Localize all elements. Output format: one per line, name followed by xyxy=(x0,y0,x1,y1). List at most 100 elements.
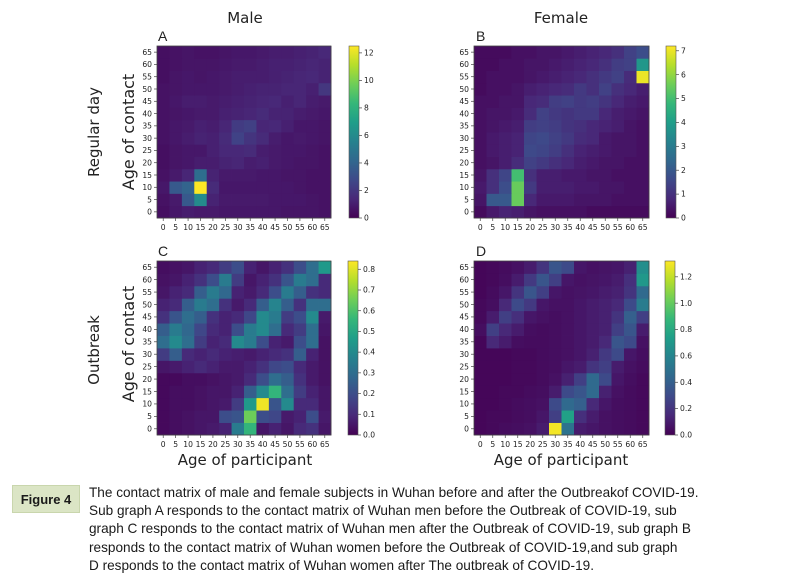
colorbar-tick-label: 0.0 xyxy=(363,431,375,440)
heatmap-cell xyxy=(561,205,575,219)
heatmap-cell xyxy=(574,119,587,133)
heatmap-cell xyxy=(511,156,525,170)
heatmap-cell xyxy=(586,205,600,219)
heatmap-cell xyxy=(206,46,220,59)
heatmap-cell xyxy=(511,95,525,108)
heatmap-cell xyxy=(281,168,295,182)
heatmap-cell xyxy=(474,181,487,194)
heatmap-cell xyxy=(169,132,183,145)
heatmap-cell xyxy=(318,156,332,170)
heatmap-cell xyxy=(231,107,245,121)
heatmap-cell xyxy=(561,193,575,207)
heatmap-cell xyxy=(611,156,625,170)
heatmap-cell xyxy=(549,70,562,84)
heatmap-cell xyxy=(499,410,512,423)
heatmap-cell xyxy=(219,397,232,411)
colorbar xyxy=(664,260,676,436)
x-tick-label: 45 xyxy=(270,223,280,232)
heatmap-cell xyxy=(181,323,195,336)
heatmap-cell xyxy=(561,107,575,121)
y-tick-label: 25 xyxy=(459,146,469,155)
heatmap-cell xyxy=(306,193,319,207)
y-tick-label: 50 xyxy=(142,300,152,309)
heatmap-cell xyxy=(574,285,587,299)
heatmap-cell xyxy=(499,156,512,170)
heatmap-cell xyxy=(256,360,270,374)
heatmap-cell xyxy=(157,261,170,274)
heatmap-cell xyxy=(206,310,220,324)
y-tick-label: 60 xyxy=(459,275,469,284)
heatmap-cell xyxy=(486,323,500,336)
x-tick-label: 65 xyxy=(320,440,330,449)
heatmap-cell xyxy=(293,144,307,157)
heatmap-cell xyxy=(586,82,600,96)
y-axis-label: Age of contact xyxy=(119,286,138,402)
heatmap-cell xyxy=(636,70,650,84)
heatmap-cell xyxy=(549,95,562,108)
heatmap-cell xyxy=(306,323,319,336)
heatmap-cell xyxy=(574,372,587,386)
heatmap-cell xyxy=(194,205,208,219)
heatmap-cell xyxy=(169,261,183,274)
x-tick-label: 0 xyxy=(161,223,166,232)
heatmap-cell xyxy=(194,273,208,287)
heatmap-cell xyxy=(524,193,537,207)
heatmap-cell xyxy=(636,46,650,59)
heatmap-cell xyxy=(636,360,650,374)
heatmap-cell xyxy=(486,119,500,133)
heatmap-cell xyxy=(511,119,525,133)
heatmap-cell xyxy=(231,298,245,312)
heatmap-cell xyxy=(219,205,232,219)
heatmap-cell xyxy=(281,385,295,399)
heatmap-cell xyxy=(624,285,637,299)
heatmap-cell xyxy=(474,422,487,436)
heatmap-cell xyxy=(611,310,625,324)
heatmap-cell xyxy=(611,348,625,361)
y-tick-label: 45 xyxy=(459,97,469,106)
x-tick-label: 10 xyxy=(183,223,193,232)
heatmap-cell xyxy=(181,348,195,361)
heatmap-cell xyxy=(624,372,637,386)
heatmap-cell xyxy=(293,181,307,194)
heatmap-cell xyxy=(599,181,612,194)
heatmap-cell xyxy=(231,273,245,287)
heatmap-cell xyxy=(486,58,500,71)
heatmap-cell xyxy=(599,46,612,59)
heatmap-cell xyxy=(549,168,562,182)
y-tick-label: 5 xyxy=(147,195,152,204)
heatmap-cell xyxy=(474,205,487,219)
heatmap-cell xyxy=(306,372,319,386)
panel-frame xyxy=(156,260,332,436)
heatmap-cell xyxy=(244,335,257,349)
heatmap-cell xyxy=(244,193,257,207)
heatmap-cell xyxy=(169,298,183,312)
heatmap-cell xyxy=(474,46,487,59)
heatmap-cell xyxy=(318,58,332,71)
heatmap-cell xyxy=(486,385,500,399)
y-tick-label: 50 xyxy=(459,300,469,309)
heatmap-cell xyxy=(599,310,612,324)
heatmap-cell xyxy=(268,410,282,423)
heatmap-cell xyxy=(511,205,525,219)
x-tick-label: 50 xyxy=(283,223,293,232)
heatmap-cell xyxy=(624,107,637,121)
heatmap-cell xyxy=(574,70,587,84)
heatmap-cell xyxy=(231,168,245,182)
heatmap-cell xyxy=(536,156,550,170)
colorbar-tick-label: 6 xyxy=(681,70,686,79)
panel-label: A xyxy=(158,28,168,44)
y-tick-label: 5 xyxy=(464,412,469,421)
heatmap-cell xyxy=(561,119,575,133)
heatmap-cell xyxy=(256,372,270,386)
heatmap-cell xyxy=(536,310,550,324)
heatmap-cell xyxy=(624,397,637,411)
heatmap-cell xyxy=(549,193,562,207)
heatmap-cell xyxy=(231,144,245,157)
colorbar-tick-label: 0 xyxy=(364,214,369,223)
colorbar-tick-label: 0.6 xyxy=(363,306,375,315)
heatmap-cell xyxy=(599,348,612,361)
heatmap-cell xyxy=(194,193,208,207)
y-tick-label: 65 xyxy=(142,263,152,272)
heatmap-cell xyxy=(511,107,525,121)
x-tick-label: 60 xyxy=(625,440,635,449)
